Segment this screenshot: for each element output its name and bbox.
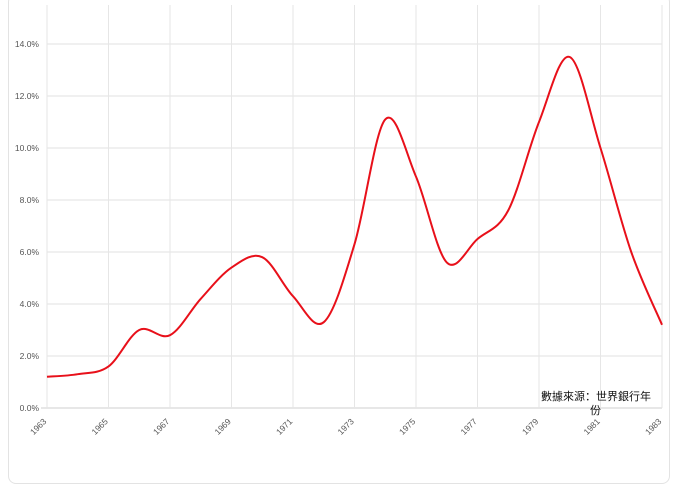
x-tick-label: 1967 [151, 416, 172, 437]
y-axis-labels: 0.0% 2.0% 4.0% 6.0% 8.0% 10.0% 12.0% 14.0% [15, 39, 40, 413]
y-tick-label: 2.0% [20, 351, 40, 361]
x-tick-label: 1971 [274, 416, 295, 437]
y-tick-label: 10.0% [15, 143, 40, 153]
x-tick-label: 1975 [397, 416, 418, 437]
x-tick-label: 1969 [212, 416, 233, 437]
y-tick-label: 4.0% [20, 299, 40, 309]
y-tick-label: 8.0% [20, 195, 40, 205]
x-tick-label: 1979 [520, 416, 541, 437]
x-tick-label: 1977 [458, 416, 479, 437]
source-note-line1: 數據來源：世界銀行年 [541, 389, 651, 403]
x-gridlines [46, 5, 663, 408]
y-tick-label: 12.0% [15, 91, 40, 101]
series-line [46, 55, 663, 378]
x-tick-label: 1973 [335, 416, 356, 437]
chart-panel [8, 0, 670, 484]
y-gridlines [41, 43, 662, 409]
x-axis-labels: 1963 1965 1967 1969 1971 1973 1975 1977 1979 1981… [28, 416, 664, 437]
y-tick-label: 0.0% [20, 403, 40, 413]
y-tick-label: 6.0% [20, 247, 40, 257]
source-note-line2: 份 [590, 404, 601, 417]
x-tick-label: 1981 [581, 416, 602, 437]
x-tick-label: 1983 [643, 416, 664, 437]
x-tick-label: 1965 [89, 416, 110, 437]
y-tick-label: 14.0% [15, 39, 40, 49]
x-tick-label: 1963 [28, 416, 49, 437]
